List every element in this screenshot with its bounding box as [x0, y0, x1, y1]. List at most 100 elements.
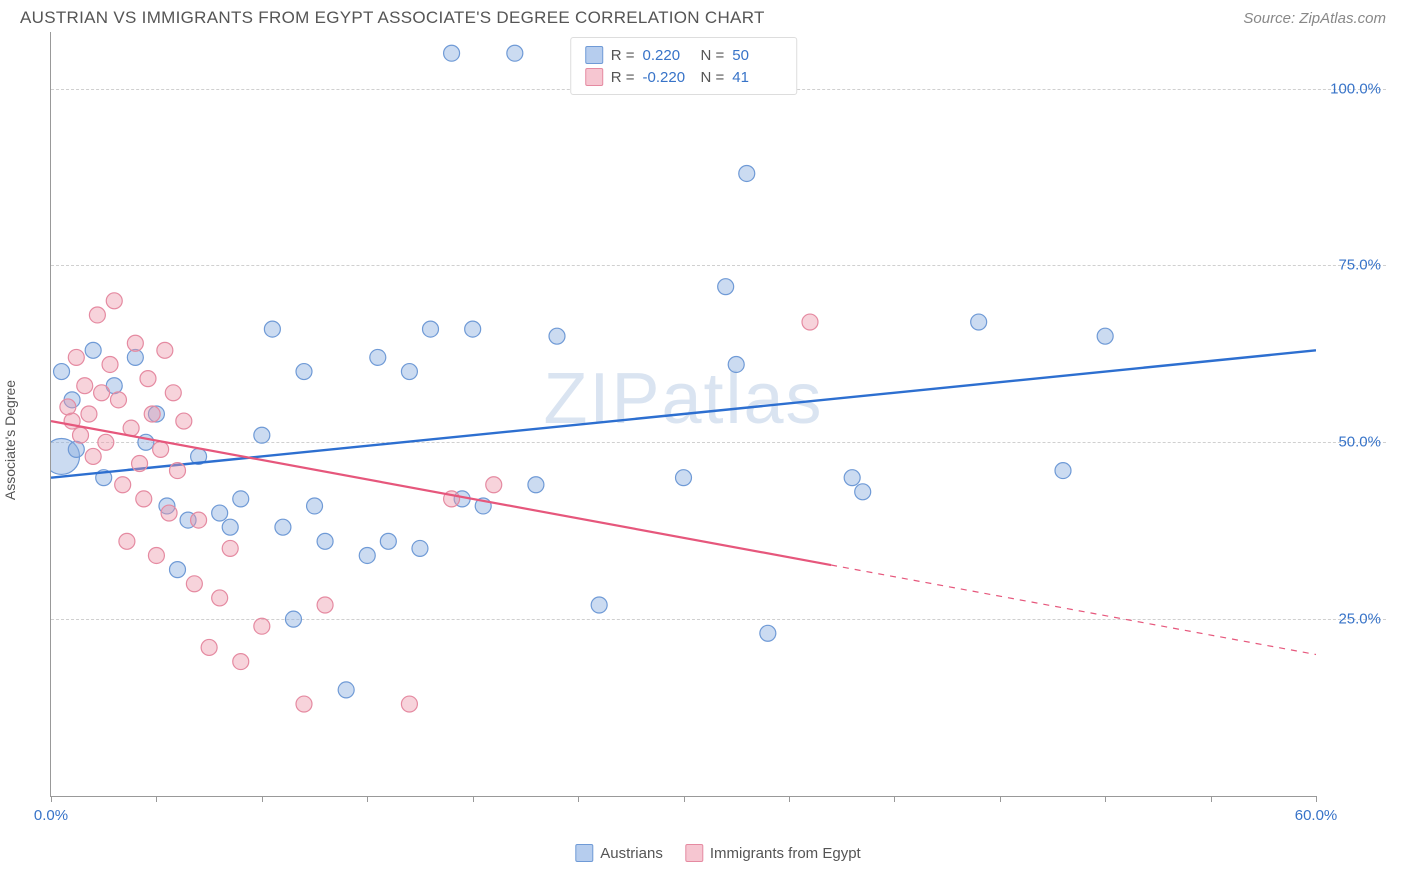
scatter-point [98, 434, 114, 450]
legend-series-label: Austrians [600, 845, 663, 862]
x-tick [578, 796, 579, 802]
legend-n-value: 41 [732, 69, 782, 86]
scatter-point [115, 477, 131, 493]
scatter-point [718, 279, 734, 295]
scatter-point [153, 441, 169, 457]
scatter-point [94, 385, 110, 401]
scatter-point [106, 293, 122, 309]
scatter-point [170, 562, 186, 578]
trend-line [51, 421, 831, 565]
scatter-point [317, 597, 333, 613]
scatter-point [140, 371, 156, 387]
scatter-point [728, 356, 744, 372]
scatter-point [165, 385, 181, 401]
scatter-point [254, 618, 270, 634]
scatter-point [127, 335, 143, 351]
scatter-point [144, 406, 160, 422]
scatter-point [591, 597, 607, 613]
scatter-point [89, 307, 105, 323]
legend-swatch [585, 68, 603, 86]
source-attribution: Source: ZipAtlas.com [1243, 10, 1386, 27]
x-tick [1316, 796, 1317, 802]
x-tick [1105, 796, 1106, 802]
scatter-point [161, 505, 177, 521]
scatter-point [296, 696, 312, 712]
legend-swatch [685, 844, 703, 862]
scatter-point [68, 441, 84, 457]
legend-n-value: 50 [732, 47, 782, 64]
scatter-point [507, 45, 523, 61]
scatter-svg [51, 32, 1316, 796]
trend-line-extrapolated [831, 565, 1316, 654]
legend-series: Austrians Immigrants from Egypt [575, 844, 860, 862]
legend-r-value: 0.220 [643, 47, 693, 64]
legend-stat-row: R = -0.220 N = 41 [585, 66, 783, 88]
chart-container: Associate's Degree ZIPatlas R =0.220N =5… [50, 32, 1386, 832]
x-tick [473, 796, 474, 802]
scatter-point [444, 45, 460, 61]
scatter-point [412, 540, 428, 556]
x-tick-label: 0.0% [34, 807, 68, 824]
scatter-point [549, 328, 565, 344]
scatter-point [157, 342, 173, 358]
scatter-point [528, 477, 544, 493]
scatter-point [176, 413, 192, 429]
scatter-point [401, 364, 417, 380]
scatter-point [132, 456, 148, 472]
x-tick [1211, 796, 1212, 802]
legend-r-label: R = [611, 47, 635, 64]
scatter-point [264, 321, 280, 337]
x-tick [156, 796, 157, 802]
x-tick-label: 60.0% [1295, 807, 1338, 824]
scatter-point [212, 590, 228, 606]
scatter-point [201, 639, 217, 655]
scatter-point [54, 364, 70, 380]
scatter-point [81, 406, 97, 422]
legend-r-label: R = [611, 69, 635, 86]
y-tick-label: 50.0% [1338, 434, 1381, 451]
x-tick [894, 796, 895, 802]
scatter-point [802, 314, 818, 330]
scatter-point [285, 611, 301, 627]
y-tick-label: 75.0% [1338, 257, 1381, 274]
scatter-point [676, 470, 692, 486]
scatter-point [760, 625, 776, 641]
x-tick [262, 796, 263, 802]
scatter-point [60, 399, 76, 415]
scatter-point [423, 321, 439, 337]
legend-swatch [585, 46, 603, 64]
scatter-point [971, 314, 987, 330]
x-tick [51, 796, 52, 802]
scatter-point [307, 498, 323, 514]
scatter-point [401, 696, 417, 712]
scatter-point [844, 470, 860, 486]
scatter-point [102, 356, 118, 372]
legend-series-item: Austrians [575, 844, 663, 862]
scatter-point [222, 540, 238, 556]
plot-area: ZIPatlas R =0.220N =50R =-0.220N =41 25.… [50, 32, 1316, 797]
x-tick [789, 796, 790, 802]
scatter-point [73, 427, 89, 443]
x-tick [367, 796, 368, 802]
scatter-point [486, 477, 502, 493]
scatter-point [1097, 328, 1113, 344]
scatter-point [370, 349, 386, 365]
legend-series-label: Immigrants from Egypt [710, 845, 861, 862]
legend-r-value: -0.220 [643, 69, 693, 86]
scatter-point [191, 512, 207, 528]
scatter-point [359, 547, 375, 563]
y-tick-label: 25.0% [1338, 611, 1381, 628]
legend-series-item: Immigrants from Egypt [685, 844, 861, 862]
scatter-point [380, 533, 396, 549]
x-tick [1000, 796, 1001, 802]
scatter-point [254, 427, 270, 443]
scatter-point [338, 682, 354, 698]
scatter-point [275, 519, 291, 535]
y-axis-label: Associate's Degree [2, 380, 18, 500]
x-tick [684, 796, 685, 802]
legend-n-label: N = [701, 69, 725, 86]
scatter-point [222, 519, 238, 535]
scatter-point [855, 484, 871, 500]
scatter-point [233, 491, 249, 507]
scatter-point [186, 576, 202, 592]
